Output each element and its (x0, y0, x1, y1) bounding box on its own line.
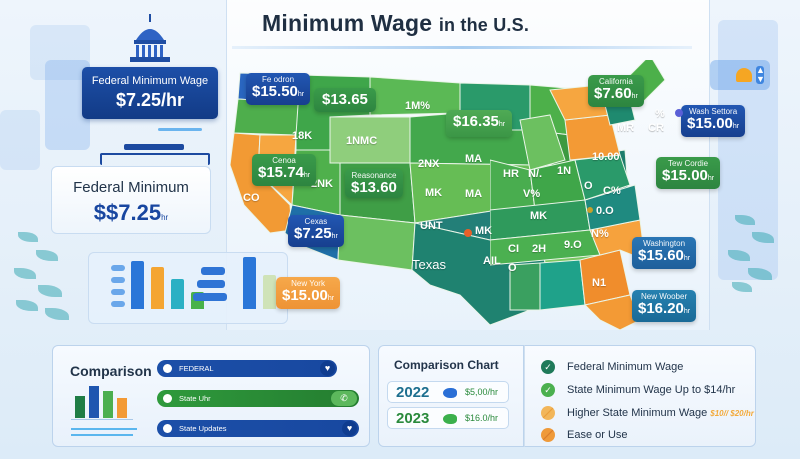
state-label: MA (465, 153, 483, 165)
heart-icon[interactable]: ♥ (342, 421, 357, 436)
state-label: 2NK (311, 178, 334, 190)
year-row-2023[interactable]: 2023 $16.0/hr (387, 407, 509, 429)
pill-dot (163, 364, 172, 373)
map-marker[interactable] (675, 109, 683, 117)
scroll-arrows-icon[interactable]: ▲ ▼ (756, 65, 765, 84)
state-label: MK (475, 225, 493, 237)
state-label: HR (503, 168, 519, 180)
state-label: MA (465, 188, 483, 200)
map-tag-arizona[interactable]: Cexas $7.25hr (288, 215, 344, 247)
map-tag-minnesota[interactable]: $16.35hr (446, 110, 513, 137)
bg-tile (0, 110, 40, 170)
mini-bar (171, 279, 184, 309)
mini-bar (131, 261, 144, 309)
federal-minimum-value: $$7.25hr (93, 200, 169, 225)
state-label: 1N (557, 165, 572, 177)
heart-icon[interactable]: ♥ (320, 361, 335, 376)
state-label: 18K (292, 130, 313, 142)
state-label: 0.O (596, 205, 614, 217)
state-label: AIL (483, 255, 501, 267)
state-label: O (584, 180, 593, 192)
alert-icon[interactable] (736, 68, 752, 82)
state-label: 9.O (564, 239, 582, 251)
fish-icon (443, 388, 457, 398)
map-tag-new-woober[interactable]: New Woober $16.20hr (632, 290, 697, 322)
pill-label: State Uhr (179, 394, 211, 403)
state-uhr-pill[interactable]: State Uhr ✆ (157, 390, 359, 407)
comparison-panel: Comparison FEDERAL ♥ State Uhr ✆ State U… (52, 345, 370, 447)
state-label: CR (648, 122, 664, 134)
federal-pill[interactable]: FEDERAL ♥ (157, 360, 337, 377)
map-tag-nevada[interactable]: Cenoa $15.74hr (252, 154, 317, 186)
pill-label: FEDERAL (179, 364, 214, 373)
legend-label: Federal Minimum Wage (567, 361, 684, 373)
bg-tile (30, 25, 90, 80)
title-divider (232, 46, 692, 49)
state-label: 2NX (418, 158, 440, 170)
comparison-title: Comparison (70, 363, 152, 379)
map-tag-california[interactable]: California $7.60hr (588, 75, 644, 107)
year-amount: $5,00/hr (465, 387, 499, 397)
mini-bar (243, 257, 256, 309)
slash-circle-icon (541, 406, 555, 420)
map-tag-washington[interactable]: Washington $15.60hr (632, 237, 697, 269)
state-label: N% (591, 228, 609, 240)
legend-label: Ease or Use (567, 429, 628, 441)
state-label: MR (617, 122, 635, 134)
federal-card-label: Federal Minimum Wage (91, 75, 209, 87)
state-label: 1M% (405, 100, 431, 112)
comparison-chart-title: Comparison Chart (394, 358, 499, 372)
state-label: 10.00 (592, 151, 620, 163)
pill-label: State Updates (179, 424, 227, 433)
federal-card-value: $7.25/hr (115, 90, 185, 110)
map-tag-colorado[interactable]: Reasonance $13.60 (345, 169, 403, 198)
state-label: N/. (528, 168, 543, 180)
year-label: 2023 (396, 410, 430, 427)
pill-dot (163, 424, 172, 433)
state-label: 2H (532, 243, 547, 255)
federal-minimum-label: Federal Minimum (73, 179, 189, 196)
state-label: 1NMC (346, 135, 378, 147)
check-circle-icon: ✓ (541, 383, 555, 397)
state-label: O (508, 262, 517, 274)
state-label: Texas (412, 257, 446, 272)
mini-bar (151, 267, 164, 309)
state-label: CI (508, 243, 519, 255)
map-tag-new-york[interactable]: New York $15.00hr (276, 277, 341, 309)
map-tag-new-jersey[interactable]: Tew Cordie $15.00hr (656, 157, 721, 189)
page-title: Minimum Wage in the U.S. (262, 10, 530, 36)
legend-label: Higher State Minimum Wage $10// $20/hr (567, 407, 754, 419)
state-label: MK (530, 210, 548, 222)
state-label: CO (243, 192, 260, 204)
state-label: % (655, 108, 665, 120)
slash-circle-icon (541, 428, 555, 442)
year-amount: $16.0/hr (465, 413, 499, 423)
federal-minimum-card[interactable]: Federal Minimum $$7.25hr (51, 166, 211, 234)
pill-dot (163, 394, 172, 403)
capitol-building-icon (130, 14, 170, 62)
check-circle-icon: ✓ (541, 360, 555, 374)
fish-icon (443, 414, 457, 424)
year-label: 2022 (396, 384, 430, 401)
year-row-2022[interactable]: 2022 $5,00/hr (387, 381, 509, 403)
state-label: V% (523, 188, 541, 200)
phone-icon[interactable]: ✆ (331, 391, 357, 406)
map-marker[interactable] (587, 207, 593, 213)
state-label: N1 (592, 277, 607, 289)
map-marker[interactable] (464, 229, 472, 237)
map-tag-oregon[interactable]: Fe odron $15.50hr (246, 73, 311, 105)
map-tag-idaho[interactable]: $13.65 (314, 88, 376, 112)
mini-bar (263, 275, 276, 309)
comparison-chart-panel: Comparison Chart 2022 $5,00/hr 2023 $16.… (378, 345, 524, 447)
legend-panel: ✓ Federal Minimum Wage ✓ State Minimum W… (524, 345, 756, 447)
state-updates-pill[interactable]: State Updates ♥ (157, 420, 359, 437)
state-label: UNT (420, 220, 443, 232)
legend-label: State Minimum Wage Up to $14/hr (567, 384, 736, 396)
mini-bar-chart (88, 252, 288, 324)
map-tag-massachusetts[interactable]: Wash Settora $15.00hr (681, 105, 746, 137)
state-label: C% (603, 185, 621, 197)
state-label: MK (425, 187, 443, 199)
federal-minimum-wage-card[interactable]: Federal Minimum Wage $7.25/hr (82, 67, 218, 119)
